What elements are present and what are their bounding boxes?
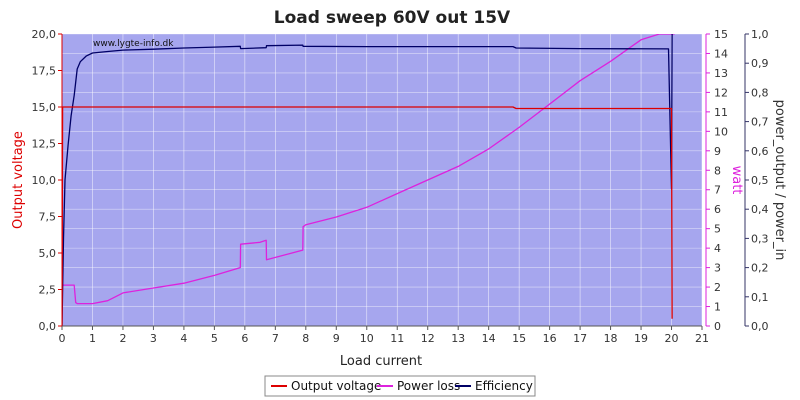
y-right2-tick-label: 0,2 <box>751 262 769 275</box>
y-left-tick-label: 0,0 <box>39 320 57 333</box>
x-tick-label: 3 <box>150 332 157 345</box>
y-right1-tick-label: 4 <box>714 242 721 255</box>
x-tick-label: 1 <box>89 332 96 345</box>
y-right2-tick-label: 0,9 <box>751 57 769 70</box>
y-right1-tick-label: 10 <box>714 125 728 138</box>
y-right1-tick-label: 0 <box>714 320 721 333</box>
y-axis-right1-title: watt <box>729 166 744 195</box>
x-tick-label: 10 <box>360 332 374 345</box>
legend-label: Power loss <box>397 379 460 393</box>
chart-title: Load sweep 60V out 15V <box>274 8 511 28</box>
y-right2-tick-label: 0,5 <box>751 174 769 187</box>
y-left-tick-label: 5,0 <box>39 247 57 260</box>
x-tick-label: 13 <box>451 332 465 345</box>
x-tick-label: 2 <box>119 332 126 345</box>
y-right1-tick-label: 9 <box>714 145 721 158</box>
y-right2-tick-label: 0,1 <box>751 291 769 304</box>
y-right2-tick-label: 1,0 <box>751 28 769 41</box>
series-line-output-voltage <box>62 106 673 326</box>
watermark-text: www.lygte-info.dk <box>93 39 174 49</box>
y-left-tick-label: 12,5 <box>32 138 57 151</box>
x-tick-label: 15 <box>512 332 526 345</box>
y-left-tick-label: 15,0 <box>32 101 57 114</box>
y-right1-tick-label: 7 <box>714 184 721 197</box>
y-right2-tick-label: 0,8 <box>751 86 769 99</box>
x-tick-label: 4 <box>180 332 187 345</box>
x-tick-label: 21 <box>695 332 709 345</box>
legend: Output voltage Power loss Efficiency <box>264 375 536 397</box>
x-tick-label: 17 <box>573 332 587 345</box>
y-right2-tick-label: 0,3 <box>751 232 769 245</box>
y-right1-tick-label: 6 <box>714 203 721 216</box>
x-axis-title: Load current <box>340 354 422 369</box>
y-right2-tick-label: 0,0 <box>751 320 769 333</box>
y-right1-tick-label: 1 <box>714 301 721 314</box>
x-tick-label: 20 <box>665 332 679 345</box>
tick-labels: 0 1 2 3 4 5 6 7 8 9 10 11 12 13 14 15 16 17 18 19 20 210,02,5… <box>32 28 769 345</box>
y-axis-right2-title: power_output / power_in <box>772 100 787 261</box>
y-right1-tick-label: 8 <box>714 164 721 177</box>
plot-area <box>62 34 702 326</box>
series-line-power-loss <box>62 34 675 305</box>
x-tick-label: 0 <box>59 332 66 345</box>
y-right1-tick-label: 3 <box>714 262 721 275</box>
y-right1-tick-label: 2 <box>714 281 721 294</box>
x-tick-label: 19 <box>634 332 648 345</box>
y-left-tick-label: 7,5 <box>39 211 57 224</box>
x-tick-label: 18 <box>604 332 618 345</box>
x-tick-label: 14 <box>482 332 496 345</box>
x-tick-label: 11 <box>390 332 404 345</box>
x-tick-label: 12 <box>421 332 435 345</box>
legend-label: Efficiency <box>475 379 533 393</box>
y-axis-left-title: Output voltage <box>11 131 26 229</box>
y-right1-tick-label: 5 <box>714 223 721 236</box>
x-tick-label: 5 <box>211 332 218 345</box>
x-tick-label: 8 <box>302 332 309 345</box>
x-tick-label: 9 <box>333 332 340 345</box>
y-right2-tick-label: 0,4 <box>751 203 769 216</box>
legend-box <box>264 375 536 397</box>
series-layer <box>62 34 675 326</box>
y-right1-tick-label: 14 <box>714 47 728 60</box>
x-tick-label: 16 <box>543 332 557 345</box>
x-tick-label: 7 <box>272 332 279 345</box>
y-right2-tick-label: 0,7 <box>751 116 769 129</box>
y-left-tick-label: 17,5 <box>32 65 57 78</box>
x-tick-label: 6 <box>241 332 248 345</box>
legend-label: Output voltage <box>291 379 381 393</box>
y-right1-tick-label: 11 <box>714 106 728 119</box>
y-right1-tick-label: 13 <box>714 67 728 80</box>
axes <box>58 33 749 330</box>
y-left-tick-label: 20,0 <box>32 28 57 41</box>
y-right2-tick-label: 0,6 <box>751 145 769 158</box>
series-line-efficiency <box>62 34 673 326</box>
y-right1-tick-label: 15 <box>714 28 728 41</box>
y-left-tick-label: 10,0 <box>32 174 57 187</box>
y-left-tick-label: 2,5 <box>39 284 57 297</box>
y-right1-tick-label: 12 <box>714 86 728 99</box>
